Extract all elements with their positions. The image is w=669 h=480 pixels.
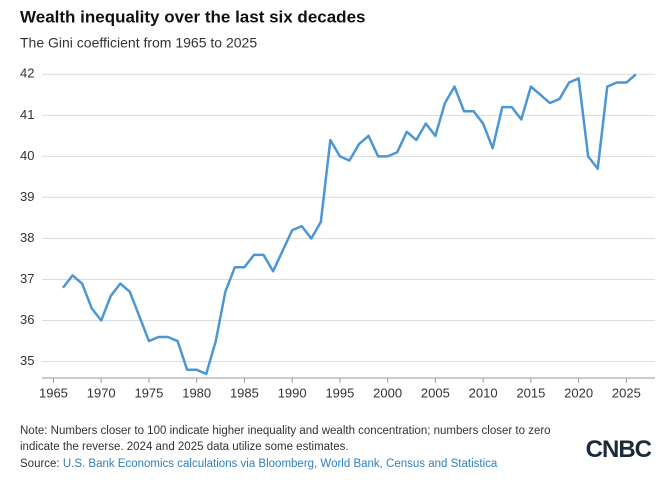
x-tick-label: 2010 — [469, 385, 498, 400]
y-tick-label: 41 — [20, 107, 34, 122]
y-tick-label: 36 — [20, 312, 34, 327]
x-tick-label: 1975 — [134, 385, 163, 400]
chart-title: Wealth inequality over the last six deca… — [20, 7, 365, 26]
source: Source: U.S. Bank Economics calculations… — [20, 458, 497, 470]
x-tick-label: 2000 — [373, 385, 402, 400]
x-tick-label: 1970 — [87, 385, 116, 400]
source-label: Source: — [20, 458, 60, 470]
data-line — [62, 73, 637, 376]
x-tick-label: 1985 — [230, 385, 259, 400]
x-tick-label: 1995 — [325, 385, 354, 400]
y-tick-label: 35 — [20, 353, 34, 368]
x-tick-label: 1990 — [278, 385, 307, 400]
x-tick-label: 2020 — [564, 385, 593, 400]
source-link[interactable]: U.S. Bank Economics calculations via Blo… — [62, 458, 498, 470]
y-tick-label: 38 — [20, 230, 34, 245]
x-tick-label: 2025 — [612, 385, 641, 400]
y-tick-label: 39 — [20, 189, 34, 204]
chart: Wealth inequality over the last six deca… — [20, 7, 655, 400]
logo: CNBC — [585, 436, 652, 463]
y-tick-label: 37 — [20, 271, 34, 286]
y-tick-label: 42 — [20, 66, 34, 81]
y-tick-label: 40 — [20, 148, 34, 163]
x-tick-label: 1980 — [182, 385, 211, 400]
x-tick-label: 1965 — [39, 385, 68, 400]
chart-subtitle: The Gini coefficient from 1965 to 2025 — [20, 35, 257, 51]
note: Note: Numbers closer to 100 indicate hig… — [20, 425, 551, 453]
x-tick-label: 2015 — [516, 385, 545, 400]
x-tick-label: 2005 — [421, 385, 450, 400]
